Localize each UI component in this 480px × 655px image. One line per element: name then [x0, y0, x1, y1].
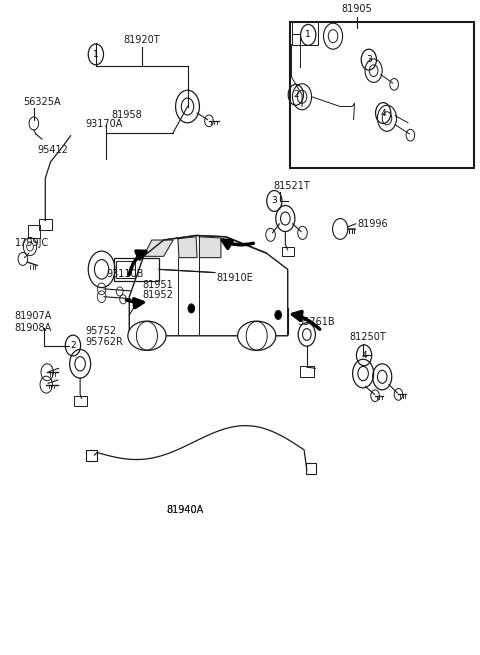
Text: 3: 3: [272, 196, 277, 206]
Circle shape: [275, 310, 281, 320]
Ellipse shape: [238, 321, 276, 350]
Text: 2: 2: [293, 90, 299, 100]
Bar: [290, 22, 474, 168]
Bar: [300, 366, 314, 377]
Text: 3: 3: [366, 55, 372, 64]
Text: 81940A: 81940A: [167, 505, 204, 515]
Bar: [114, 257, 159, 281]
Bar: [74, 396, 87, 406]
Text: 93170A: 93170A: [85, 119, 122, 129]
Text: 1: 1: [93, 50, 99, 59]
Text: 81958: 81958: [111, 109, 142, 120]
Text: 81908A: 81908A: [15, 322, 52, 333]
Bar: [306, 464, 316, 474]
Polygon shape: [129, 236, 288, 336]
Text: 1: 1: [305, 30, 311, 39]
Polygon shape: [144, 240, 173, 256]
Text: 56325A: 56325A: [23, 96, 60, 107]
Polygon shape: [178, 236, 197, 257]
Text: 95752: 95752: [85, 326, 116, 337]
Bar: [291, 22, 318, 45]
Text: 2: 2: [70, 341, 76, 350]
Text: 1799JC: 1799JC: [15, 238, 49, 248]
Ellipse shape: [128, 321, 166, 350]
Text: 93110B: 93110B: [107, 269, 144, 279]
Text: 4: 4: [361, 351, 367, 360]
Text: 81996: 81996: [357, 219, 387, 229]
Text: 95761B: 95761B: [297, 316, 335, 327]
Text: 95412: 95412: [37, 145, 68, 155]
Text: 81952: 81952: [142, 290, 173, 300]
Text: 81940A: 81940A: [167, 505, 204, 515]
Text: 81907A: 81907A: [15, 311, 52, 322]
Text: 81951: 81951: [142, 280, 173, 290]
Bar: [38, 219, 52, 231]
Bar: [28, 225, 39, 238]
Bar: [282, 247, 294, 256]
Circle shape: [188, 304, 195, 313]
Text: 81521T: 81521T: [274, 181, 310, 191]
Polygon shape: [199, 236, 221, 257]
Bar: [116, 261, 135, 278]
Text: 81920T: 81920T: [124, 35, 160, 45]
Bar: [86, 451, 97, 461]
Text: 4: 4: [380, 109, 386, 117]
Text: 81250T: 81250T: [350, 332, 386, 343]
Text: 95762R: 95762R: [85, 337, 123, 348]
Text: 81905: 81905: [342, 4, 372, 14]
Text: 81910E: 81910E: [216, 273, 253, 283]
